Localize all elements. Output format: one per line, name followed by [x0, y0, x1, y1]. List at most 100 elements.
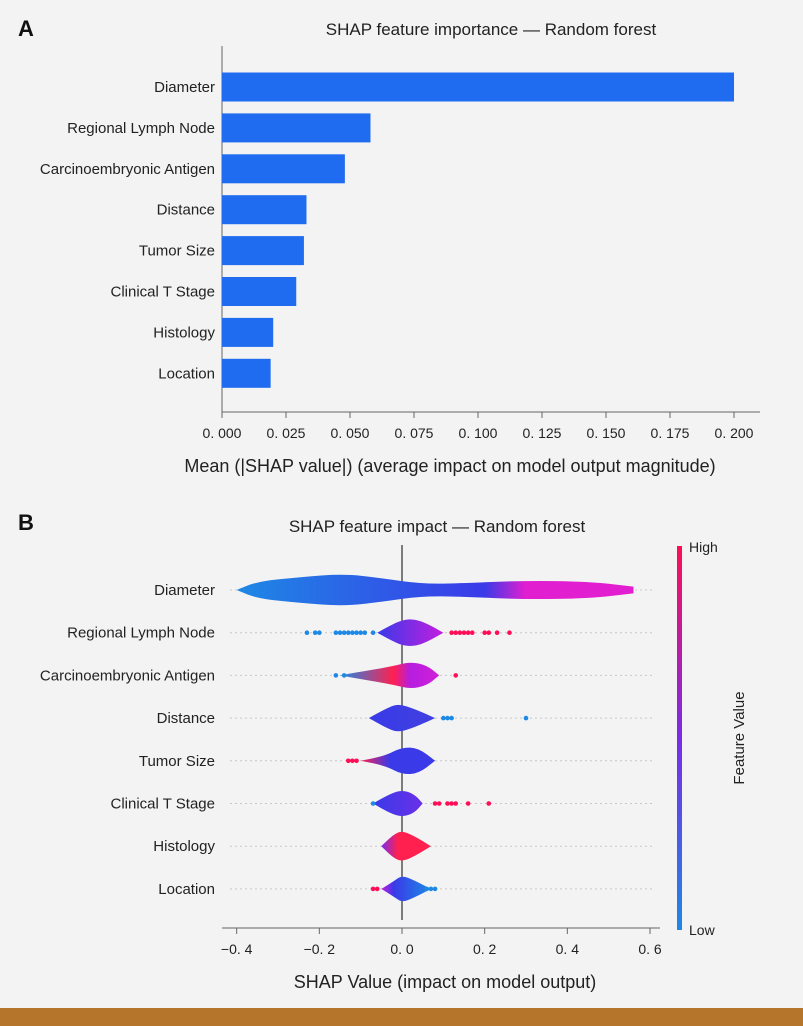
violin-3-low-point-0: [441, 715, 446, 721]
violin-7-low-point-0: [424, 886, 430, 892]
panel-a-bars: [222, 72, 734, 388]
panel-b-x-ticks: −0. 4 −0. 2 0. 0 0. 2 0. 4 0. 6: [221, 928, 662, 957]
violin-1-low-point-5: [341, 630, 347, 635]
violin-3-low-point-3: [523, 715, 529, 721]
violin-1-high-point-2: [457, 630, 463, 635]
violin-1-high-point-9: [507, 630, 512, 635]
violin-1-low-point-9: [358, 630, 363, 635]
x-tick-label-a-1: 0. 025: [267, 425, 306, 441]
x-tick-label-a-5: 0. 125: [523, 425, 562, 441]
violin-2-high-point-0: [453, 673, 459, 678]
violin-3-low-point-2: [449, 715, 454, 721]
panel-b-x-axis-label: SHAP Value (impact on model output): [294, 972, 597, 992]
violin-1-low-point-6: [345, 630, 351, 635]
x-tick-label-a-0: 0. 000: [203, 425, 242, 441]
violin-3-low-point-1: [445, 715, 450, 721]
violin-5-high-point-0: [432, 801, 438, 806]
violin-2-low-point-0: [333, 673, 339, 678]
violin-1-high-point-7: [486, 630, 492, 635]
colorbar-high-label: High: [689, 539, 718, 555]
violin-1-low-point-8: [354, 630, 359, 635]
violin-1-high-point-6: [482, 630, 487, 635]
bar-6: [222, 317, 274, 347]
panel-b-y-labels: Diameter Regional Lymph Node Carcinoembryo…: [40, 582, 216, 898]
y-label-b-1: Regional Lymph Node: [67, 625, 215, 642]
violin-1-high-point-0: [449, 630, 454, 635]
violin-5-high-point-1: [436, 801, 442, 806]
x-tick-label-b-2: 0. 0: [390, 941, 414, 957]
y-label-b-0: Diameter: [154, 582, 215, 599]
violin-4-high-point-0: [345, 758, 351, 764]
x-tick-label-a-3: 0. 075: [395, 425, 434, 441]
violin-6: [381, 831, 431, 861]
panel-b: B SHAP feature impact — Random forest Di…: [18, 510, 748, 992]
y-label-b-3: Distance: [157, 710, 215, 727]
colorbar: [677, 546, 682, 930]
violin-1-low-point-11: [370, 630, 376, 635]
bar-2: [222, 154, 345, 184]
bar-3: [222, 195, 307, 225]
violin-7-high-point-1: [374, 886, 380, 892]
x-tick-label-a-4: 0. 100: [459, 425, 498, 441]
violin-5-high-point-5: [465, 801, 471, 806]
violin-1-low-point-4: [337, 630, 343, 635]
violin-2: [340, 662, 440, 689]
violin-1-low-point-0: [304, 630, 310, 635]
x-tick-label-b-0: −0. 4: [221, 941, 253, 957]
violin-1-low-point-10: [362, 630, 368, 635]
y-label-b-2: Carcinoembryonic Antigen: [40, 667, 215, 684]
violin-7-low-point-2: [432, 886, 438, 892]
colorbar-title: Feature Value: [731, 691, 748, 784]
violin-1-high-point-5: [469, 630, 475, 635]
violin-5-high-point-6: [486, 801, 492, 806]
y-label-a-4: Tumor Size: [139, 243, 215, 260]
y-label-a-5: Clinical T Stage: [110, 284, 215, 301]
panel-a-y-labels: Diameter Regional Lymph Node Carcinoembryo…: [40, 79, 216, 382]
violin-1-low-point-2: [317, 630, 322, 635]
violin-0: [236, 574, 634, 606]
violin-4-high-point-2: [354, 758, 359, 764]
panel-a-x-ticks: 0. 000 0. 025 0. 050 0. 075 0. 100 0. 125 0. 1…: [203, 412, 754, 441]
panel-b-letter: B: [18, 510, 34, 535]
violin-4-high-point-1: [350, 758, 355, 764]
y-label-b-4: Tumor Size: [139, 753, 215, 770]
y-label-b-5: Clinical T Stage: [110, 796, 215, 813]
violin-5-low-point-0: [370, 801, 376, 806]
bar-0: [222, 72, 734, 102]
x-tick-label-a-7: 0. 175: [651, 425, 690, 441]
violin-7-high-point-0: [370, 886, 376, 892]
y-label-a-0: Diameter: [154, 79, 215, 96]
panel-a-x-axis-label: Mean (|SHAP value|) (average impact on m…: [184, 456, 715, 476]
violin-5-high-point-3: [449, 801, 454, 806]
violin-1-low-point-1: [312, 630, 318, 635]
y-label-a-2: Carcinoembryonic Antigen: [40, 161, 215, 178]
violin-5: [373, 790, 423, 817]
y-label-b-7: Location: [158, 881, 215, 898]
violin-2-low-point-1: [341, 673, 347, 678]
panel-a: A SHAP feature importance — Random fores…: [18, 16, 760, 476]
violin-3: [368, 704, 436, 732]
y-label-a-1: Regional Lymph Node: [67, 120, 215, 137]
violin-1-high-point-3: [461, 630, 467, 635]
bar-7: [222, 358, 271, 388]
panel-b-row-gridlines: [230, 589, 655, 890]
x-tick-label-b-5: 0. 6: [638, 941, 662, 957]
violin-1-high-point-4: [465, 630, 471, 635]
x-tick-label-b-4: 0. 4: [556, 941, 580, 957]
violin-1-high-point-8: [494, 630, 500, 635]
violin-5-high-point-4: [453, 801, 459, 806]
colorbar-low-label: Low: [689, 922, 716, 938]
violin-1-high-point-1: [453, 630, 459, 635]
y-label-a-7: Location: [158, 365, 215, 382]
x-tick-label-a-6: 0. 150: [587, 425, 626, 441]
violin-7: [381, 876, 431, 902]
y-label-b-6: Histology: [153, 838, 215, 855]
x-tick-label-b-3: 0. 2: [473, 941, 497, 957]
violin-4: [360, 747, 436, 775]
panel-a-letter: A: [18, 16, 34, 41]
bar-1: [222, 113, 371, 143]
bar-5: [222, 277, 297, 306]
violin-5-high-point-2: [445, 801, 450, 806]
violin-1-low-point-3: [333, 630, 339, 635]
x-tick-label-a-2: 0. 050: [331, 425, 370, 441]
